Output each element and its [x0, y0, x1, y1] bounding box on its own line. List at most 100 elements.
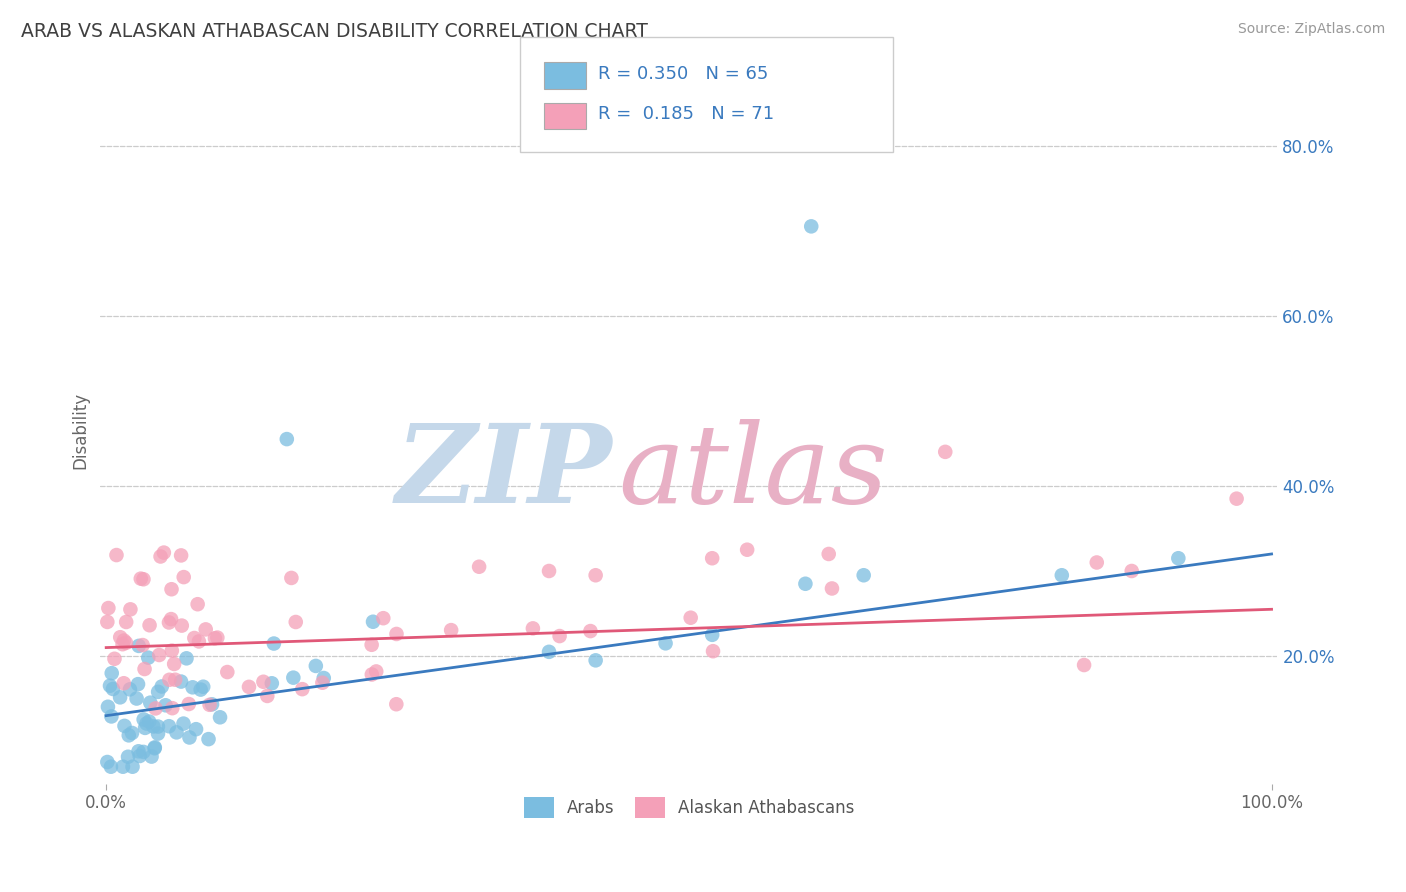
- Text: R =  0.185   N = 71: R = 0.185 N = 71: [598, 105, 773, 123]
- Point: [852, 568, 875, 582]
- Point: [194, 623, 217, 637]
- Point: [183, 631, 205, 645]
- Point: [170, 549, 193, 563]
- Text: atlas: atlas: [619, 419, 887, 526]
- Point: [208, 710, 231, 724]
- Point: [170, 618, 193, 632]
- Point: [112, 633, 135, 648]
- Point: [143, 741, 166, 756]
- Point: [115, 636, 138, 650]
- Point: [103, 652, 125, 666]
- Point: [197, 732, 219, 747]
- Point: [800, 219, 823, 234]
- Point: [97, 601, 120, 615]
- Point: [190, 682, 212, 697]
- Point: [110, 630, 132, 644]
- Point: [305, 659, 328, 673]
- Point: [121, 760, 143, 774]
- Point: [238, 680, 260, 694]
- Point: [129, 572, 152, 586]
- Legend: Arabs, Alaskan Athabascans: Arabs, Alaskan Athabascans: [517, 790, 860, 825]
- Point: [128, 744, 150, 758]
- Point: [117, 749, 139, 764]
- Point: [256, 689, 278, 703]
- Point: [291, 682, 314, 697]
- Point: [165, 673, 187, 687]
- Point: [132, 745, 155, 759]
- Point: [100, 666, 122, 681]
- Point: [537, 564, 560, 578]
- Point: [96, 755, 118, 769]
- Point: [114, 719, 136, 733]
- Point: [284, 615, 307, 629]
- Point: [252, 674, 274, 689]
- Point: [136, 650, 159, 665]
- Point: [163, 657, 186, 671]
- Point: [148, 648, 170, 662]
- Point: [263, 636, 285, 650]
- Point: [440, 623, 463, 637]
- Point: [385, 697, 408, 711]
- Point: [128, 749, 150, 764]
- Text: Source: ZipAtlas.com: Source: ZipAtlas.com: [1237, 22, 1385, 37]
- Point: [198, 698, 221, 712]
- Point: [160, 643, 183, 657]
- Point: [138, 618, 160, 632]
- Point: [548, 629, 571, 643]
- Point: [157, 615, 180, 630]
- Point: [821, 582, 844, 596]
- Point: [139, 696, 162, 710]
- Point: [132, 572, 155, 586]
- Point: [100, 760, 122, 774]
- Point: [187, 634, 209, 648]
- Point: [585, 568, 607, 582]
- Point: [311, 675, 333, 690]
- Point: [1073, 658, 1095, 673]
- Point: [280, 571, 302, 585]
- Point: [312, 671, 335, 685]
- Point: [176, 651, 198, 665]
- Point: [146, 720, 169, 734]
- Point: [160, 582, 183, 597]
- Point: [537, 645, 560, 659]
- Point: [794, 576, 817, 591]
- Point: [128, 639, 150, 653]
- Point: [134, 662, 156, 676]
- Point: [138, 714, 160, 729]
- Point: [173, 570, 195, 584]
- Point: [120, 602, 142, 616]
- Point: [260, 676, 283, 690]
- Point: [121, 726, 143, 740]
- Text: R = 0.350   N = 65: R = 0.350 N = 65: [598, 65, 768, 83]
- Point: [184, 722, 207, 736]
- Point: [162, 701, 184, 715]
- Point: [173, 716, 195, 731]
- Point: [125, 691, 148, 706]
- Point: [118, 682, 141, 697]
- Point: [276, 432, 298, 446]
- Point: [373, 611, 395, 625]
- Point: [585, 653, 607, 667]
- Point: [153, 545, 176, 559]
- Point: [181, 681, 204, 695]
- Point: [100, 709, 122, 723]
- Point: [360, 638, 382, 652]
- Point: [217, 665, 239, 679]
- Point: [702, 551, 724, 566]
- Point: [361, 615, 384, 629]
- Point: [702, 628, 724, 642]
- Point: [360, 667, 382, 681]
- Point: [157, 719, 180, 733]
- Point: [522, 621, 544, 635]
- Point: [1167, 551, 1189, 566]
- Point: [111, 760, 134, 774]
- Point: [679, 611, 702, 625]
- Point: [817, 547, 839, 561]
- Point: [1085, 556, 1108, 570]
- Point: [101, 681, 124, 696]
- Point: [111, 637, 134, 651]
- Point: [115, 615, 138, 629]
- Point: [132, 713, 155, 727]
- Point: [143, 740, 166, 755]
- Point: [654, 636, 676, 650]
